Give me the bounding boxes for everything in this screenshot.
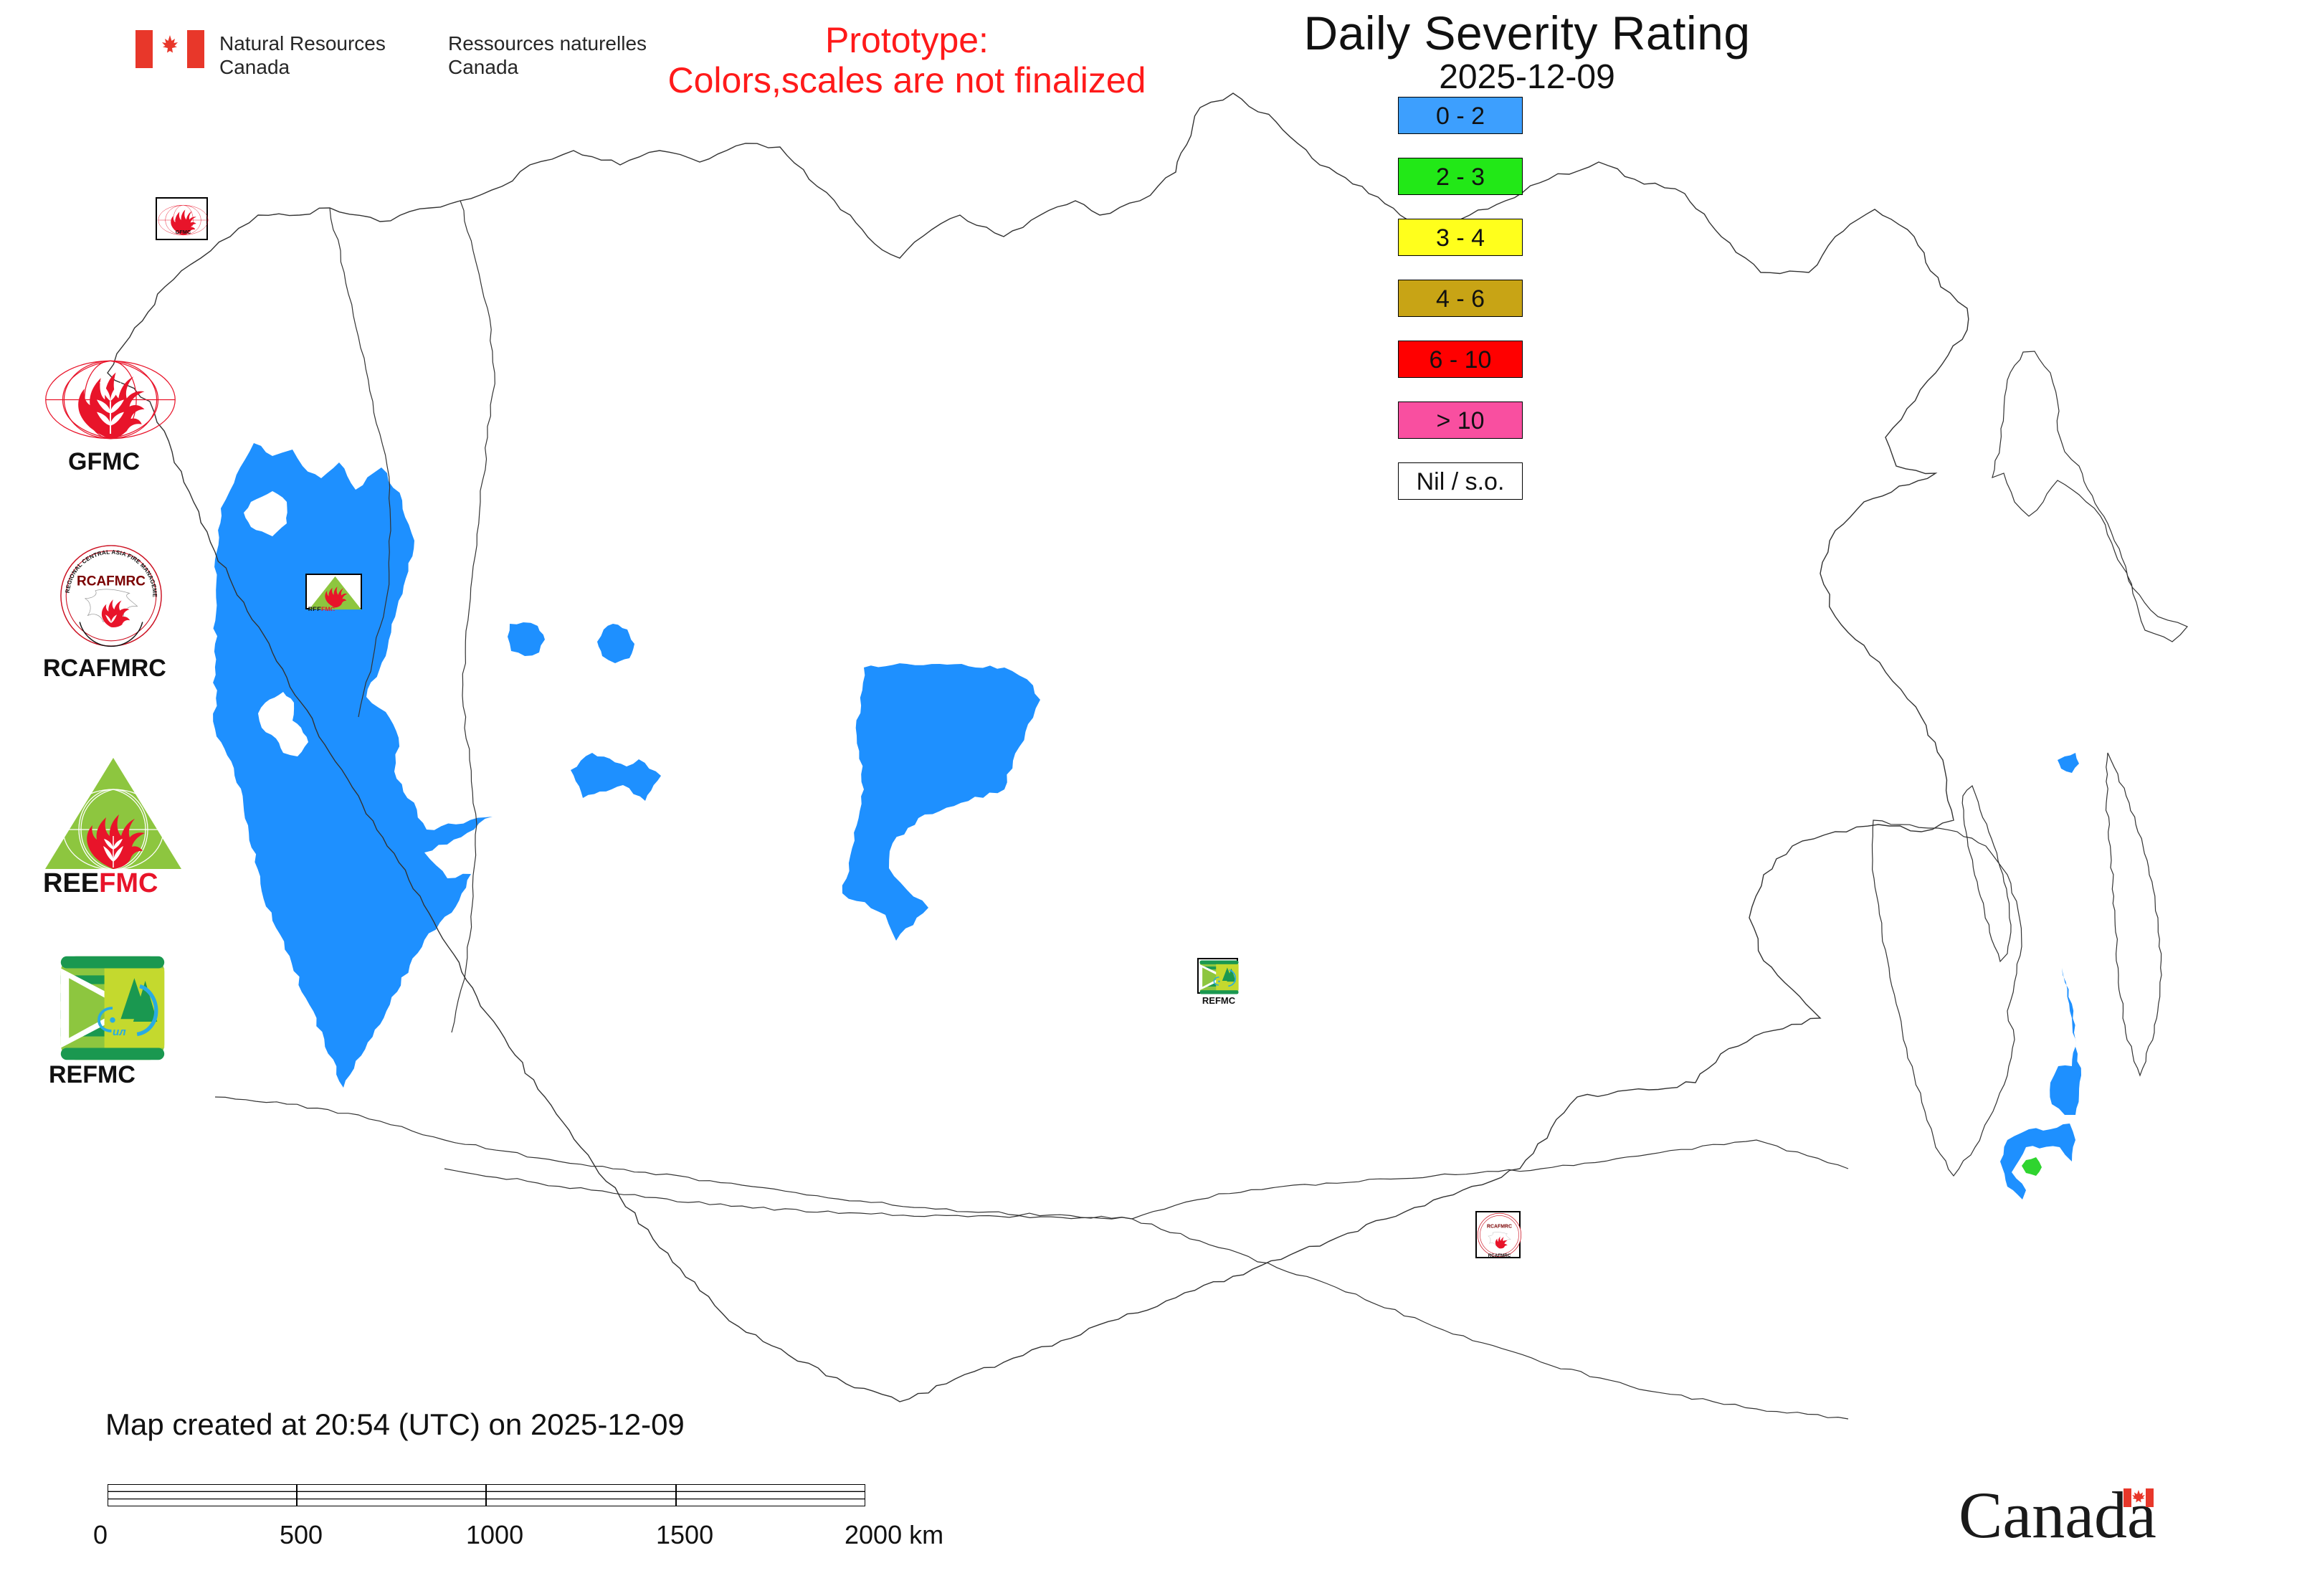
svg-text:RCAFMRC: RCAFMRC (1488, 1253, 1511, 1258)
svg-text:RCAFMRC: RCAFMRC (1487, 1224, 1512, 1229)
svg-text:GFMC: GFMC (176, 229, 191, 235)
svg-text:REEFMC: REEFMC (43, 868, 158, 898)
svg-text:RCAFMRC: RCAFMRC (77, 574, 146, 589)
svg-text:ил: ил (113, 1026, 126, 1038)
svg-text:REEFMC: REEFMC (308, 606, 336, 611)
